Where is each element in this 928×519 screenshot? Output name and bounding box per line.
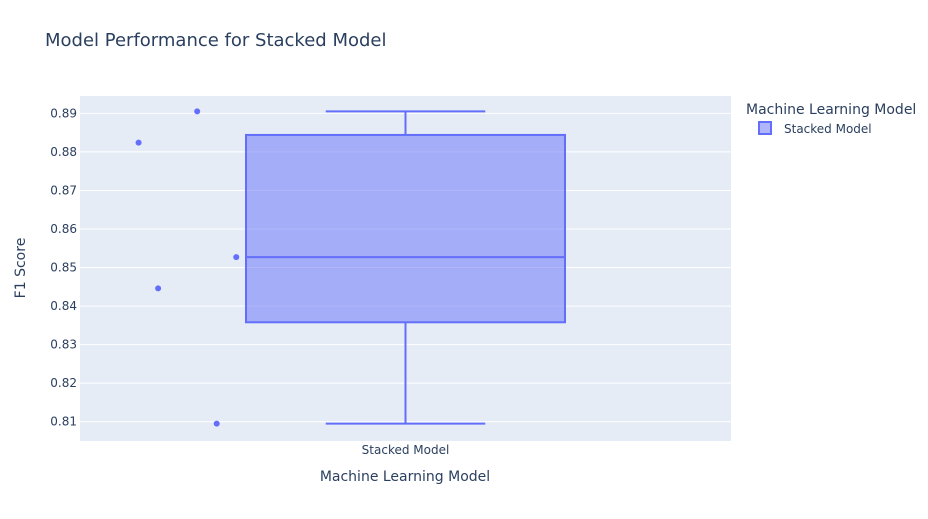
y-tick-labels: 0.81 0.82 0.83 0.84 0.85 0.86 0.87 0.88 0.89 bbox=[50, 106, 77, 428]
iqr-box[interactable] bbox=[245, 133, 566, 324]
y-tick-label: 0.81 bbox=[50, 415, 77, 429]
y-tick-label: 0.86 bbox=[50, 222, 77, 236]
y-tick-label: 0.88 bbox=[50, 145, 77, 159]
x-tick-label: Stacked Model bbox=[362, 443, 450, 457]
legend-swatch[interactable] bbox=[758, 121, 772, 135]
y-tick-label: 0.84 bbox=[50, 299, 77, 313]
data-point[interactable] bbox=[233, 254, 240, 261]
y-tick-label: 0.85 bbox=[50, 261, 77, 275]
y-axis-title: F1 Score bbox=[13, 238, 29, 299]
box-series bbox=[135, 108, 566, 427]
legend-item-stacked-model[interactable]: Stacked Model bbox=[784, 122, 872, 136]
data-point[interactable] bbox=[155, 285, 162, 292]
data-point[interactable] bbox=[135, 139, 142, 146]
y-tick-label: 0.87 bbox=[50, 183, 77, 197]
y-tick-label: 0.82 bbox=[50, 376, 77, 390]
legend-title: Machine Learning Model bbox=[746, 102, 916, 118]
data-point[interactable] bbox=[213, 420, 220, 427]
legend: Machine Learning Model Stacked Model bbox=[746, 102, 916, 136]
x-tick-labels: Stacked Model bbox=[362, 443, 450, 457]
y-tick-label: 0.83 bbox=[50, 338, 77, 352]
chart-title: Model Performance for Stacked Model bbox=[45, 30, 386, 51]
x-axis-title: Machine Learning Model bbox=[320, 469, 490, 485]
data-point[interactable] bbox=[194, 108, 201, 115]
y-tick-label: 0.89 bbox=[50, 106, 77, 120]
